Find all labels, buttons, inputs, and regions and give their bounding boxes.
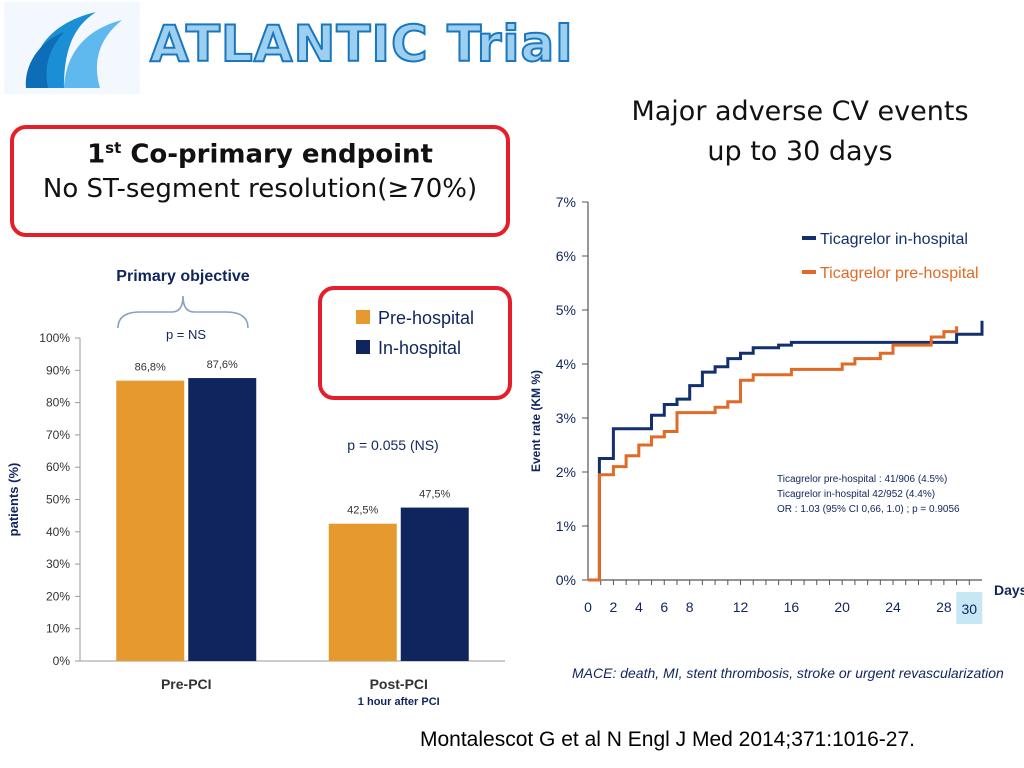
- km-x-axis-label: Days: [994, 582, 1024, 598]
- legend-swatch: [356, 310, 370, 324]
- bracket-icon: [117, 295, 249, 329]
- km-x-tick-label: 16: [784, 599, 800, 615]
- bar: [328, 523, 397, 661]
- bar-annotations: Primary objective p = NS p = 0.055 (NS) Pre…: [116, 268, 512, 453]
- km-x-tick-label: 20: [834, 599, 850, 615]
- km-x-tick-label: 12: [733, 599, 749, 615]
- km-stat-line: OR : 1.03 (95% CI 0,66, 1.0) ; p = 0.905…: [777, 504, 960, 515]
- bar-chart: 0% 10% 20% 30% 40% 50% 60% 70% 80% 90% 100% patient…: [6, 268, 512, 708]
- km-x-tick-label: 0: [584, 599, 592, 615]
- km-stat-line: Ticagrelor in-hospital 42/952 (4.4%): [777, 489, 935, 500]
- km-stat-line: Ticagrelor pre-hospital : 41/906 (4.5%): [777, 474, 947, 485]
- bar-y-tick-label: 100%: [39, 331, 70, 345]
- legend-label: Pre-hospital: [378, 308, 474, 328]
- endpoint-heading-text: Co-primary endpoint: [121, 139, 433, 170]
- mace-title-line2: up to 30 days: [707, 136, 893, 167]
- km-series-line: [588, 320, 984, 582]
- bar-series: 86,8% 87,6% Pre-PCI 42,5% 47,5% Post-PCI 1 hou…: [116, 359, 469, 708]
- bar-y-tick-label: 0%: [53, 654, 71, 668]
- bar-y-tick-label: 90%: [46, 363, 70, 377]
- km-y-tick-label: 1%: [556, 518, 576, 534]
- bar-y-tick-label: 70%: [46, 428, 70, 442]
- legend-label: In-hospital: [378, 338, 461, 358]
- endpoint-description: No ST-segment resolution(≥70%): [42, 173, 478, 204]
- km-y-tick-label: 2%: [556, 464, 576, 480]
- km-x-tick-highlight: [956, 592, 983, 624]
- citation: Montalescot G et al N Engl J Med 2014;37…: [420, 728, 915, 751]
- km-y-tick-label: 7%: [556, 194, 576, 210]
- km-y-tick-label: 4%: [556, 356, 576, 372]
- km-x-tick-label: 2: [610, 599, 618, 615]
- km-axes: 0%1%2%3%4%5%6%7%0 2 4 6 8 12 16 20 24 28 30DaysEve…: [529, 194, 1024, 624]
- bar-y-tick-label: 60%: [46, 460, 70, 474]
- legend-box: [318, 286, 512, 400]
- p-value-annotation: p = 0.055 (NS): [347, 437, 438, 453]
- km-y-tick-label: 3%: [556, 410, 576, 426]
- endpoint-number: 1: [87, 139, 106, 170]
- bar-y-tick-label: 80%: [46, 396, 70, 410]
- km-x-tick-label: 8: [686, 599, 694, 615]
- bar-chart-title: Primary objective: [116, 268, 250, 285]
- bar-y-axis-label: patients (%): [6, 463, 21, 537]
- bar-y-tick-label: 30%: [46, 557, 70, 571]
- km-x-tick-label: 6: [660, 599, 668, 615]
- km-annotations: Ticagrelor in-hospital Ticagrelor pre-hos…: [572, 231, 1004, 681]
- km-x-tick-label: 4: [635, 599, 643, 615]
- bar-y-axis: 0% 10% 20% 30% 40% 50% 60% 70% 80% 90% 100% patient…: [6, 331, 505, 668]
- bar-y-tick-label: 20%: [46, 589, 70, 603]
- mace-title-line1: Major adverse CV events: [631, 96, 969, 127]
- bar-value-label: 42,5%: [347, 505, 378, 517]
- bar: [188, 378, 257, 661]
- km-x-tick-label: 24: [885, 599, 901, 615]
- endpoint-box: 1st Co-primary endpoint No ST-segment re…: [10, 125, 510, 237]
- slide-title: ATLANTIC Trial: [149, 14, 574, 74]
- km-series-line: [588, 326, 959, 582]
- bar-category-sublabel: 1 hour after PCI: [358, 696, 440, 708]
- endpoint-ordinal: st: [105, 139, 122, 157]
- bar-category-label: Pre-PCI: [161, 676, 212, 692]
- km-y-tick-label: 0%: [556, 572, 576, 588]
- km-caption: MACE: death, MI, stent thrombosis, strok…: [572, 665, 1004, 681]
- bar-value-label: 47,5%: [419, 489, 450, 501]
- km-chart: 0%1%2%3%4%5%6%7%0 2 4 6 8 12 16 20 24 28 30DaysEve…: [529, 194, 1024, 681]
- km-y-axis-label: Event rate (KM %): [529, 370, 543, 472]
- mace-title: Major adverse CV events up to 30 days: [600, 92, 1000, 172]
- km-legend-label: Ticagrelor pre-hospital: [820, 265, 979, 282]
- bar-value-label: 86,8%: [135, 362, 166, 374]
- km-x-tick-label: 30: [962, 601, 978, 617]
- km-lines: [588, 320, 984, 582]
- bar-y-tick-label: 10%: [46, 622, 70, 636]
- endpoint-heading: 1st Co-primary endpoint: [14, 139, 506, 170]
- wave-logo-icon: [25, 12, 122, 88]
- bar-y-tick-label: 50%: [46, 493, 70, 507]
- km-x-tick-label: 28: [936, 599, 952, 615]
- bar-y-tick-label: 40%: [46, 525, 70, 539]
- p-value-annotation: p = NS: [166, 327, 206, 342]
- bar-value-label: 87,6%: [207, 359, 238, 371]
- km-y-tick-label: 6%: [556, 248, 576, 264]
- legend-swatch: [356, 340, 370, 354]
- bar: [400, 507, 469, 661]
- km-legend-label: Ticagrelor in-hospital: [820, 231, 968, 248]
- km-y-tick-label: 5%: [556, 302, 576, 318]
- bar-category-label: Post-PCI: [370, 676, 428, 692]
- bar: [116, 380, 185, 661]
- atlantic-logo: [4, 2, 140, 94]
